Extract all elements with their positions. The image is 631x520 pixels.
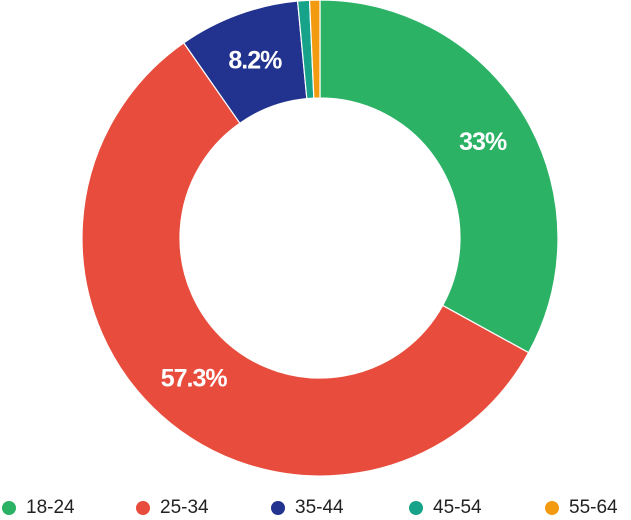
legend-item-55-64[interactable]: 55-64 [545,496,618,520]
slice-label-25-34: 57.3% [161,365,228,393]
legend-item-45-54[interactable]: 45-54 [409,496,482,520]
legend-item-25-34[interactable]: 25-34 [136,496,209,520]
legend-label: 55-64 [569,497,618,518]
legend-dot-icon [271,501,285,515]
legend-label: 35-44 [295,497,344,518]
legend-dot-icon [545,501,559,515]
slices [81,0,559,477]
legend-dot-icon [136,501,150,515]
slice-labels: 33% 57.3% 8.2% [161,47,508,393]
legend: 18-24 25-34 35-44 45-54 55-64 [0,496,631,520]
slice-label-18-24: 33% [459,128,507,156]
legend-dot-icon [409,501,423,515]
slice-25-34 [81,42,530,477]
legend-dot-icon [2,501,16,515]
slice-label-35-44: 8.2% [228,47,282,75]
legend-label: 25-34 [160,497,209,518]
legend-item-18-24[interactable]: 18-24 [2,496,75,520]
legend-item-35-44[interactable]: 35-44 [271,496,344,520]
slice-18-24 [319,0,559,354]
slice-55-64 [308,0,321,99]
legend-label: 45-54 [433,497,482,518]
legend-label: 18-24 [26,497,75,518]
